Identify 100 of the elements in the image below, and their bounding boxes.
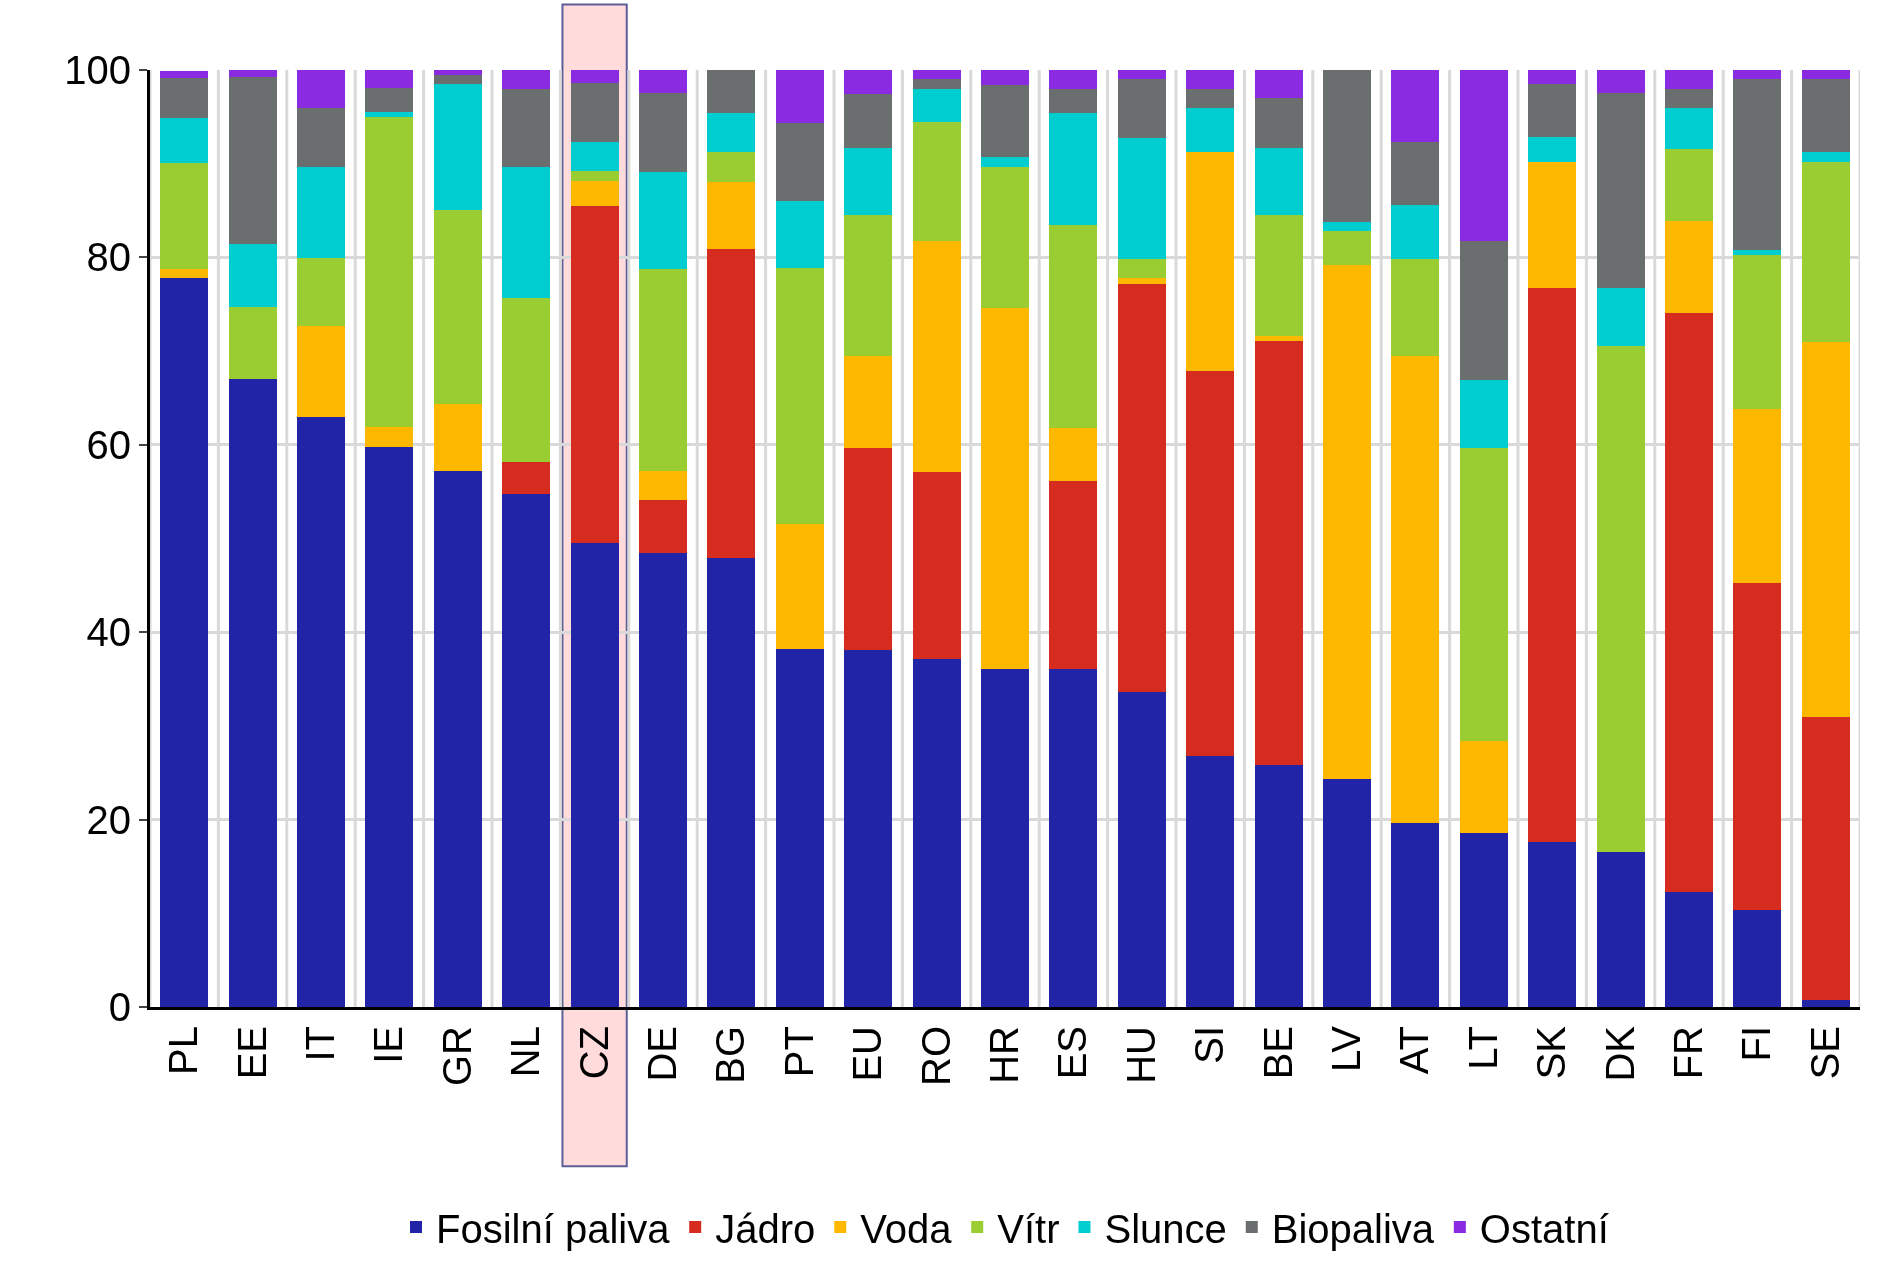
x-tick-label: PT (776, 1026, 821, 1078)
bar (1254, 336, 1303, 341)
bar (1801, 152, 1850, 162)
bar (1186, 108, 1235, 152)
bar (707, 70, 756, 114)
bar (1528, 70, 1577, 85)
bar (297, 416, 345, 1007)
y-tick-label: 80 (86, 235, 131, 280)
bar (1117, 79, 1166, 139)
bar (1117, 70, 1166, 80)
x-tick-label: SK (1529, 1025, 1574, 1080)
y-tick-label: 100 (64, 48, 131, 92)
bar (1049, 113, 1098, 225)
bar (639, 268, 687, 472)
bar (1459, 240, 1508, 381)
y-tick-label: 60 (86, 422, 131, 467)
bar (844, 650, 893, 1007)
bar (844, 94, 893, 148)
bar (433, 84, 482, 210)
bar (981, 70, 1029, 85)
bar (502, 297, 551, 462)
bar (433, 471, 482, 1007)
bar (570, 83, 619, 143)
bar (297, 258, 345, 326)
bar (1801, 1000, 1850, 1007)
bar (1733, 249, 1782, 255)
bar (297, 166, 345, 259)
bar (502, 88, 551, 167)
bar (160, 162, 209, 269)
bar (570, 205, 619, 544)
bar (1186, 151, 1235, 371)
bar (1391, 142, 1440, 205)
bar (639, 471, 687, 501)
bar (433, 209, 482, 404)
bar (1596, 288, 1645, 347)
x-tick-label: NL (503, 1026, 548, 1078)
bar (1459, 832, 1508, 1007)
bar (707, 248, 756, 559)
bar (1254, 147, 1303, 216)
bar (912, 70, 961, 80)
bar (1323, 70, 1371, 222)
bar (1117, 692, 1166, 1007)
bar (639, 500, 687, 554)
bar (433, 70, 482, 75)
bar (844, 355, 893, 448)
bar (639, 93, 687, 173)
bar (1733, 70, 1782, 80)
bar (1391, 823, 1440, 1007)
bar (1801, 717, 1850, 1001)
bar (1733, 409, 1782, 583)
bar (1733, 582, 1782, 911)
x-tick-label: CZ (571, 1026, 616, 1080)
bar (775, 123, 824, 202)
bar (981, 308, 1029, 669)
bar (160, 70, 209, 79)
x-tick-label: FR (1666, 1026, 1710, 1080)
bar (160, 268, 209, 279)
bar (1801, 70, 1850, 80)
bar (639, 70, 687, 94)
bar (502, 70, 551, 89)
bar (1665, 88, 1713, 109)
legend-label: Fosilní paliva (436, 1206, 671, 1251)
bar (1254, 340, 1303, 766)
x-tick-label: ES (1050, 1026, 1095, 1080)
bar (570, 543, 619, 1007)
x-tick-label: LV (1324, 1025, 1368, 1072)
x-tick-label: IT (298, 1026, 342, 1062)
bar (1665, 220, 1713, 313)
bar (160, 78, 209, 118)
bar (844, 215, 893, 356)
bar (228, 307, 277, 380)
legend-label: Biopaliva (1271, 1206, 1435, 1251)
bar (1528, 288, 1577, 843)
bar (639, 553, 687, 1007)
bar (844, 447, 893, 650)
bar (1801, 341, 1850, 718)
x-tick-label: AT (1392, 1026, 1437, 1075)
bar (502, 166, 551, 298)
bar (1528, 84, 1577, 138)
bar (1323, 264, 1371, 780)
bar (707, 151, 756, 182)
x-tick-label: DE (640, 1026, 684, 1082)
bar (912, 88, 961, 123)
bar (912, 659, 961, 1007)
bar (365, 446, 414, 1007)
legend-label: Jádro (715, 1206, 816, 1251)
bar (1254, 765, 1303, 1007)
bar (1186, 88, 1235, 109)
bar (1665, 108, 1713, 149)
x-tick-label: BG (708, 1026, 753, 1084)
x-tick-label: EU (845, 1026, 890, 1082)
bar (228, 76, 277, 245)
bar (1186, 370, 1235, 756)
x-tick-label: SE (1802, 1026, 1847, 1080)
bar (707, 558, 756, 1007)
x-tick-label: GR (434, 1026, 479, 1086)
bar (1459, 740, 1508, 833)
bar (1323, 779, 1371, 1007)
bar (1596, 93, 1645, 289)
bar (1254, 98, 1303, 148)
